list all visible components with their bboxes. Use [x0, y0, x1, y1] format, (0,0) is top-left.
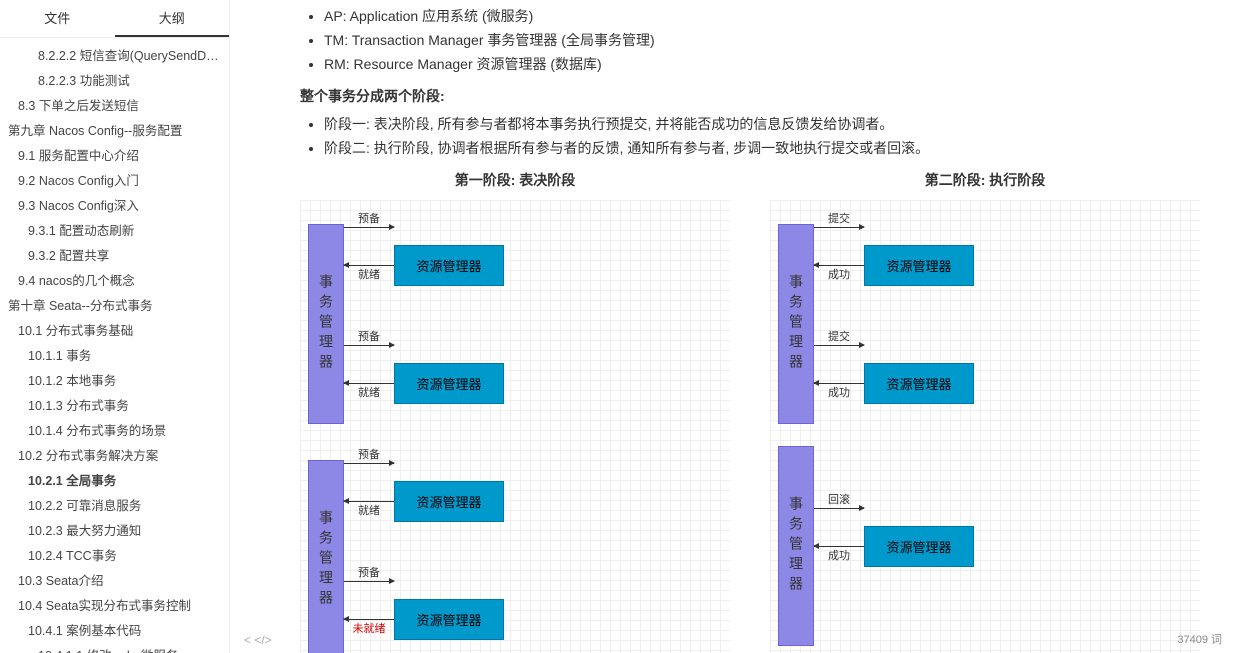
list-item: 阶段一: 表决阶段, 所有参与者都将本事务执行预提交, 并将能否成功的信息反馈发… [324, 114, 1200, 134]
outline-item[interactable]: 10.1 分布式事务基础 [0, 317, 229, 342]
outline-item[interactable]: 10.1.3 分布式事务 [0, 392, 229, 417]
tab-outline[interactable]: 大纲 [115, 0, 230, 37]
phase1-col: 第一阶段: 表决阶段 事务管理器预备就绪资源管理器预备就绪资源管理器事务管理器预… [300, 170, 730, 653]
tm-box: 事务管理器 [308, 224, 344, 424]
outline-item[interactable]: 10.1.4 分布式事务的场景 [0, 417, 229, 442]
rm-box: 资源管理器 [394, 363, 504, 404]
roles-list: AP: Application 应用系统 (微服务) TM: Transactio… [324, 6, 1200, 74]
phase2-title: 第二阶段: 执行阶段 [770, 170, 1200, 190]
outline-item[interactable]: 10.2.1 全局事务 [0, 467, 229, 492]
outline-item[interactable]: 第九章 Nacos Config--服务配置 [0, 117, 229, 142]
tm-box: 事务管理器 [778, 224, 814, 424]
outline-item[interactable]: 10.1.1 事务 [0, 342, 229, 367]
outline-item[interactable]: 8.3 下单之后发送短信 [0, 92, 229, 117]
outline-item[interactable]: 10.4.1.1 修改order微服务 [0, 642, 229, 653]
phase2-grid: 事务管理器提交成功资源管理器提交成功资源管理器事务管理器回滚成功资源管理器 [770, 200, 1200, 653]
outline-item[interactable]: 9.1 服务配置中心介绍 [0, 142, 229, 167]
outline-list: 8.2.2.2 短信查询(QuerySendDetails)8.2.2.3 功能… [0, 38, 229, 653]
phase1-title: 第一阶段: 表决阶段 [300, 170, 730, 190]
outline-item[interactable]: 9.3.2 配置共享 [0, 242, 229, 267]
outline-item[interactable]: 9.2 Nacos Config入门 [0, 167, 229, 192]
outline-item[interactable]: 10.4.1 案例基本代码 [0, 617, 229, 642]
tabs: 文件 大纲 [0, 0, 229, 38]
rm-box: 资源管理器 [394, 481, 504, 522]
rm-box: 资源管理器 [864, 526, 974, 567]
outline-item[interactable]: 10.4 Seata实现分布式事务控制 [0, 592, 229, 617]
outline-item[interactable]: 8.2.2.2 短信查询(QuerySendDetails) [0, 42, 229, 67]
outline-item[interactable]: 10.1.2 本地事务 [0, 367, 229, 392]
tm-box: 事务管理器 [308, 460, 344, 653]
outline-item[interactable]: 9.3 Nacos Config深入 [0, 192, 229, 217]
outline-item[interactable]: 8.2.2.3 功能测试 [0, 67, 229, 92]
phase-heading: 整个事务分成两个阶段: [300, 86, 1200, 106]
sidebar: 文件 大纲 8.2.2.2 短信查询(QuerySendDetails)8.2.… [0, 0, 230, 653]
tm-box: 事务管理器 [778, 446, 814, 646]
outline-item[interactable]: 第十章 Seata--分布式事务 [0, 292, 229, 317]
phase2-col: 第二阶段: 执行阶段 事务管理器提交成功资源管理器提交成功资源管理器事务管理器回… [770, 170, 1200, 653]
main-content: AP: Application 应用系统 (微服务) TM: Transactio… [230, 0, 1240, 653]
outline-item[interactable]: 9.4 nacos的几个概念 [0, 267, 229, 292]
footer-left-nav[interactable]: < </> [244, 633, 272, 647]
list-item: AP: Application 应用系统 (微服务) [324, 6, 1200, 26]
rm-box: 资源管理器 [394, 245, 504, 286]
outline-item[interactable]: 10.2.2 可靠消息服务 [0, 492, 229, 517]
outline-item[interactable]: 10.2.3 最大努力通知 [0, 517, 229, 542]
outline-item[interactable]: 10.2.4 TCC事务 [0, 542, 229, 567]
outline-item[interactable]: 10.2 分布式事务解决方案 [0, 442, 229, 467]
phase-items: 阶段一: 表决阶段, 所有参与者都将本事务执行预提交, 并将能否成功的信息反馈发… [324, 114, 1200, 158]
footer-word-count: 37409 词 [1177, 631, 1222, 647]
list-item: 阶段二: 执行阶段, 协调者根据所有参与者的反馈, 通知所有参与者, 步调一致地… [324, 138, 1200, 158]
rm-box: 资源管理器 [864, 245, 974, 286]
tab-file[interactable]: 文件 [0, 0, 115, 37]
rm-box: 资源管理器 [864, 363, 974, 404]
rm-box: 资源管理器 [394, 599, 504, 640]
outline-item[interactable]: 10.3 Seata介绍 [0, 567, 229, 592]
phase1-grid: 事务管理器预备就绪资源管理器预备就绪资源管理器事务管理器预备就绪资源管理器预备未… [300, 200, 730, 653]
list-item: RM: Resource Manager 资源管理器 (数据库) [324, 54, 1200, 74]
diagram: 第一阶段: 表决阶段 事务管理器预备就绪资源管理器预备就绪资源管理器事务管理器预… [300, 170, 1200, 653]
outline-item[interactable]: 9.3.1 配置动态刷新 [0, 217, 229, 242]
list-item: TM: Transaction Manager 事务管理器 (全局事务管理) [324, 30, 1200, 50]
